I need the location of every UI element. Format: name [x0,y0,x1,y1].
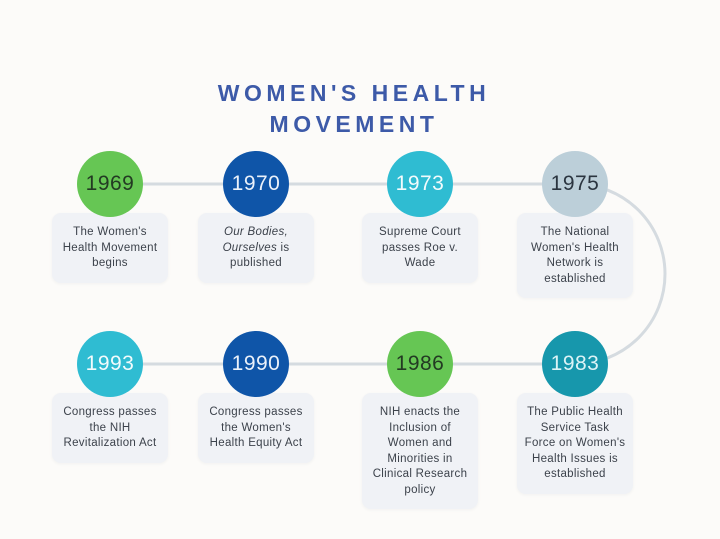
timeline-node-1973: 1973 Supreme Court passes Roe v. Wade [362,151,478,283]
event-card-1970: Our Bodies, Ourselves is published [198,213,314,283]
event-card-1973: Supreme Court passes Roe v. Wade [362,213,478,283]
timeline-node-1990: 1990 Congress passes the Women's Health … [198,331,314,463]
event-description: Congress passes the Women's Health Equit… [209,406,303,449]
year-label: 1975 [550,172,600,195]
timeline-node-1983: 1983 The Public Health Service Task Forc… [517,331,633,494]
year-circle-1986: 1986 [387,331,453,397]
timeline-node-1986: 1986 NIH enacts the Inclusion of Women a… [362,331,478,509]
timeline-path [108,182,667,366]
event-description: Supreme Court passes Roe v. Wade [379,226,461,269]
event-description: The Women's Health Movement begins [62,226,158,269]
timeline-node-1969: 1969 The Women's Health Movement begins [52,151,168,283]
year-label: 1973 [395,172,445,195]
year-label: 1969 [85,172,135,195]
event-description: The Public Health Service Task Force on … [524,406,626,480]
page-title-line1: WOMEN'S HEALTH [217,80,491,106]
page-title: WOMEN'S HEALTH MOVEMENT [0,78,714,140]
event-card-1975: The National Women's Health Network is e… [517,213,633,298]
timeline-node-1993: 1993 Congress passes the NIH Revitalizat… [52,331,168,463]
event-card-1990: Congress passes the Women's Health Equit… [198,393,314,463]
year-circle-1993: 1993 [77,331,143,397]
year-circle-1990: 1990 [223,331,289,397]
event-card-1983: The Public Health Service Task Force on … [517,393,633,494]
timeline-node-1975: 1975 The National Women's Health Network… [517,151,633,298]
event-description: NIH enacts the Inclusion of Women and Mi… [372,406,468,496]
timeline-node-1970: 1970 Our Bodies, Ourselves is published [198,151,314,283]
year-label: 1970 [231,172,281,195]
event-description: The National Women's Health Network is e… [531,226,619,285]
page-title-line2: MOVEMENT [269,111,439,137]
year-circle-1969: 1969 [77,151,143,217]
event-description-book-title: Our Bodies, Ourselves [222,226,289,254]
event-card-1993: Congress passes the NIH Revitalization A… [52,393,168,463]
event-card-1969: The Women's Health Movement begins [52,213,168,283]
event-description: is published [230,241,290,270]
year-circle-1970: 1970 [223,151,289,217]
event-description: Congress passes the NIH Revitalization A… [63,406,157,449]
year-label: 1993 [85,352,135,375]
event-card-1986: NIH enacts the Inclusion of Women and Mi… [362,393,478,509]
year-circle-1983: 1983 [542,331,608,397]
year-label: 1983 [550,352,600,375]
year-circle-1973: 1973 [387,151,453,217]
year-circle-1975: 1975 [542,151,608,217]
year-label: 1990 [231,352,281,375]
year-label: 1986 [395,352,445,375]
